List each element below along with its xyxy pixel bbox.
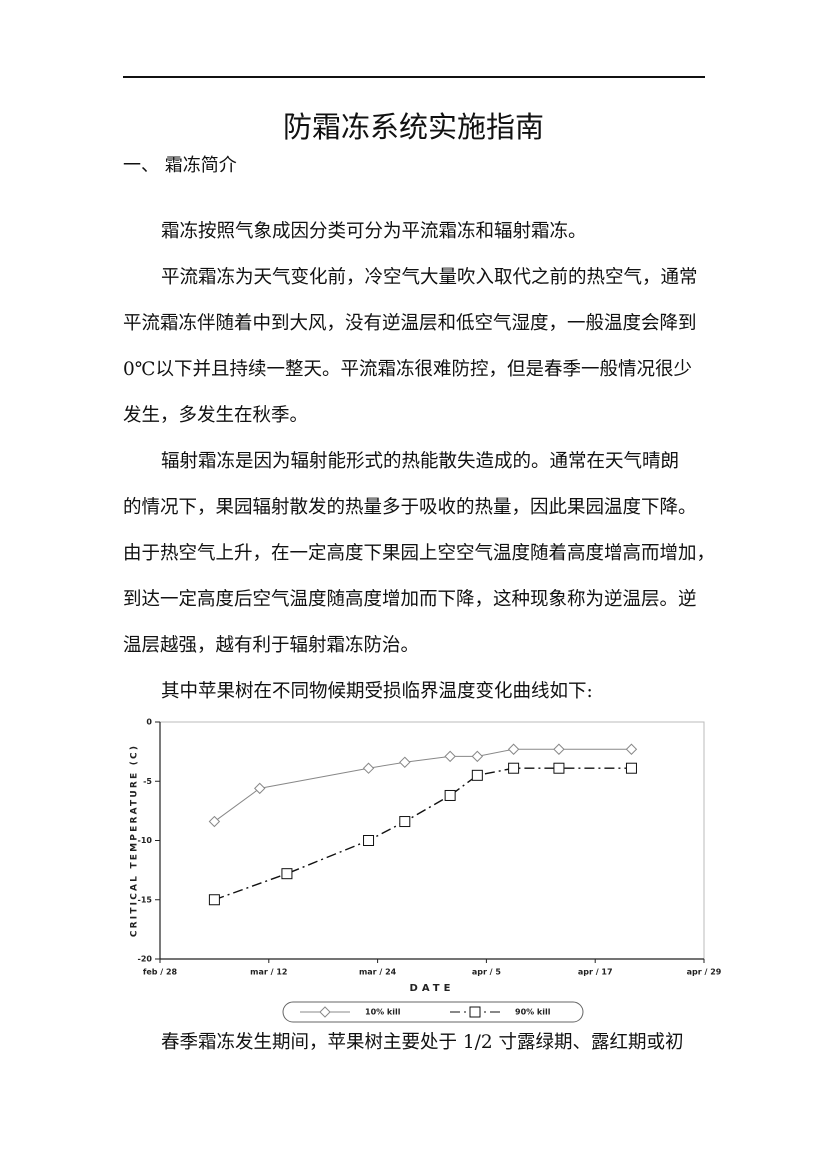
legend-label: 10% kill [365, 1008, 401, 1017]
text-line: 其中苹果树在不同物候期受损临界温度变化曲线如下: [161, 681, 593, 702]
text-line: 春季霜冻发生期间，苹果树主要处于 1/2 寸露绿期、露红期或初 [161, 1032, 684, 1053]
legend-marker [469, 1006, 481, 1018]
top-rule [123, 76, 705, 78]
point [553, 762, 565, 774]
text-line: 发生，多发生在秋季。 [123, 405, 309, 426]
legend-box [282, 1001, 584, 1023]
series-line [214, 767, 632, 901]
y-tick-label: -10 [138, 836, 153, 845]
point [399, 816, 411, 828]
point [508, 762, 520, 774]
point [362, 762, 375, 774]
point [254, 782, 266, 795]
text-line: 辐射霜冻是因为辐射能形式的热能散失造成的。通常在天气晴朗 [161, 451, 680, 472]
paragraph: 辐射霜冻是因为辐射能形式的热能散失造成的。通常在天气晴朗的情况下，果园辐射散发的… [123, 439, 733, 669]
text-line: 0℃以下并且持续一整天。平流霜冻很难防控，但是春季一般情况很少 [123, 359, 692, 380]
after-chart-text: 春季霜冻发生期间，苹果树主要处于 1/2 寸露绿期、露红期或初 [123, 1020, 733, 1066]
text-line: 由于热空气上升，在一定高度下果园上空空气温度随着高度增高而增加， [123, 543, 716, 564]
point [208, 894, 220, 906]
section-heading: 一、 霜冻简介 [123, 155, 237, 176]
x-tick-label: apr / 17 [578, 968, 613, 977]
y-tick-label: -20 [138, 955, 153, 964]
y-tick-label: -15 [138, 895, 153, 904]
x-tick-label: apr / 5 [472, 968, 502, 977]
text-line: 温层越强，越有利于辐射霜冻防治。 [123, 635, 420, 656]
text-line: 平流霜冻为天气变化前，冷空气大量吹入取代之前的热空气，通常 [161, 267, 698, 288]
point [444, 750, 456, 763]
paragraph: 其中苹果树在不同物候期受损临界温度变化曲线如下: [123, 669, 733, 715]
text-line: 的情况下，果园辐射散发的热量多于吸收的热量，因此果园温度下降。 [123, 497, 697, 518]
x-tick-label: mar / 12 [250, 968, 287, 977]
paragraph: 平流霜冻为天气变化前，冷空气大量吹入取代之前的热空气，通常平流霜冻伴随着中到大风… [123, 255, 733, 439]
text-line: 平流霜冻伴随着中到大风，没有逆温层和低空气湿度，一般温度会降到 [123, 313, 697, 334]
point [471, 750, 484, 763]
point [281, 868, 293, 880]
text-line: 霜冻按照气象成因分类可分为平流霜冻和辐射霜冻。 [161, 221, 587, 242]
body-text: 霜冻按照气象成因分类可分为平流霜冻和辐射霜冻。平流霜冻为天气变化前，冷空气大量吹… [123, 209, 733, 715]
paragraph: 霜冻按照气象成因分类可分为平流霜冻和辐射霜冻。 [123, 209, 733, 255]
point [363, 835, 375, 846]
y-axis-label: CRITICAL TEMPERATURE (C) [130, 744, 140, 937]
legend: 10% kill 90% kill [282, 1001, 584, 1023]
text-line: 到达一定高度后空气温度随高度增加而下降，这种现象称为逆温层。逆 [123, 589, 697, 610]
point [553, 743, 565, 755]
x-tick-label: feb / 28 [143, 968, 178, 977]
legend-label: 90% kill [515, 1008, 551, 1017]
point [444, 789, 456, 801]
y-tick-label: -5 [143, 777, 152, 786]
point [625, 743, 638, 755]
point [471, 769, 483, 781]
point [399, 756, 411, 768]
doc-title: 防霜冻系统实施指南 [282, 110, 544, 144]
y-tick-label: 0 [146, 718, 152, 727]
point [507, 743, 520, 755]
x-axis-label: DATE [410, 983, 455, 994]
legend-marker [319, 1006, 331, 1018]
x-tick-label: apr / 29 [687, 968, 722, 977]
plot-frame [159, 721, 705, 960]
point [625, 762, 637, 774]
x-tick-label: mar / 24 [359, 968, 397, 977]
point [208, 815, 221, 828]
